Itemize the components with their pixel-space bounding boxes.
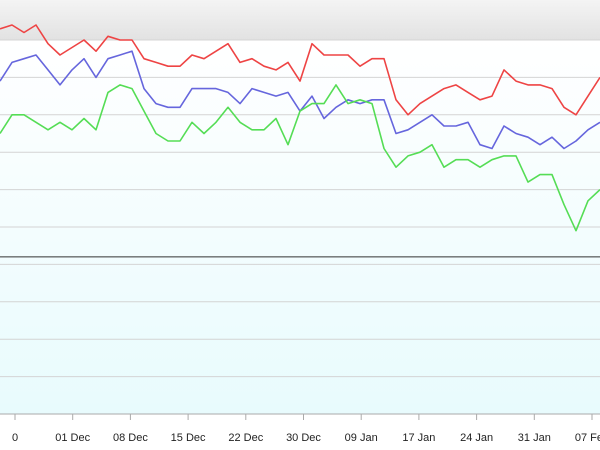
- x-tick-label: 08 Dec: [113, 432, 148, 444]
- x-axis-ticks: 0 01 Dec 08 Dec 15 Dec 22 Dec 30 Dec 09 Jan 17 …: [12, 414, 600, 444]
- x-tick-label: 01 Dec: [55, 432, 90, 444]
- x-tick-label: 0: [12, 432, 18, 444]
- x-tick-label: 30 Dec: [286, 432, 321, 444]
- series-line-3: [0, 84, 600, 232]
- series-group: [0, 24, 600, 232]
- x-tick-label: 09 Jan: [345, 432, 378, 444]
- x-tick-label: 17 Jan: [402, 432, 435, 444]
- x-tick-label: 15 Dec: [171, 432, 206, 444]
- x-tick-label: 24 Jan: [460, 432, 493, 444]
- x-tick-label: 22 Dec: [228, 432, 263, 444]
- series-line-1: [0, 24, 600, 116]
- x-tick-label: 31 Jan: [518, 432, 551, 444]
- x-tick-label: 07 Feb: [575, 432, 600, 444]
